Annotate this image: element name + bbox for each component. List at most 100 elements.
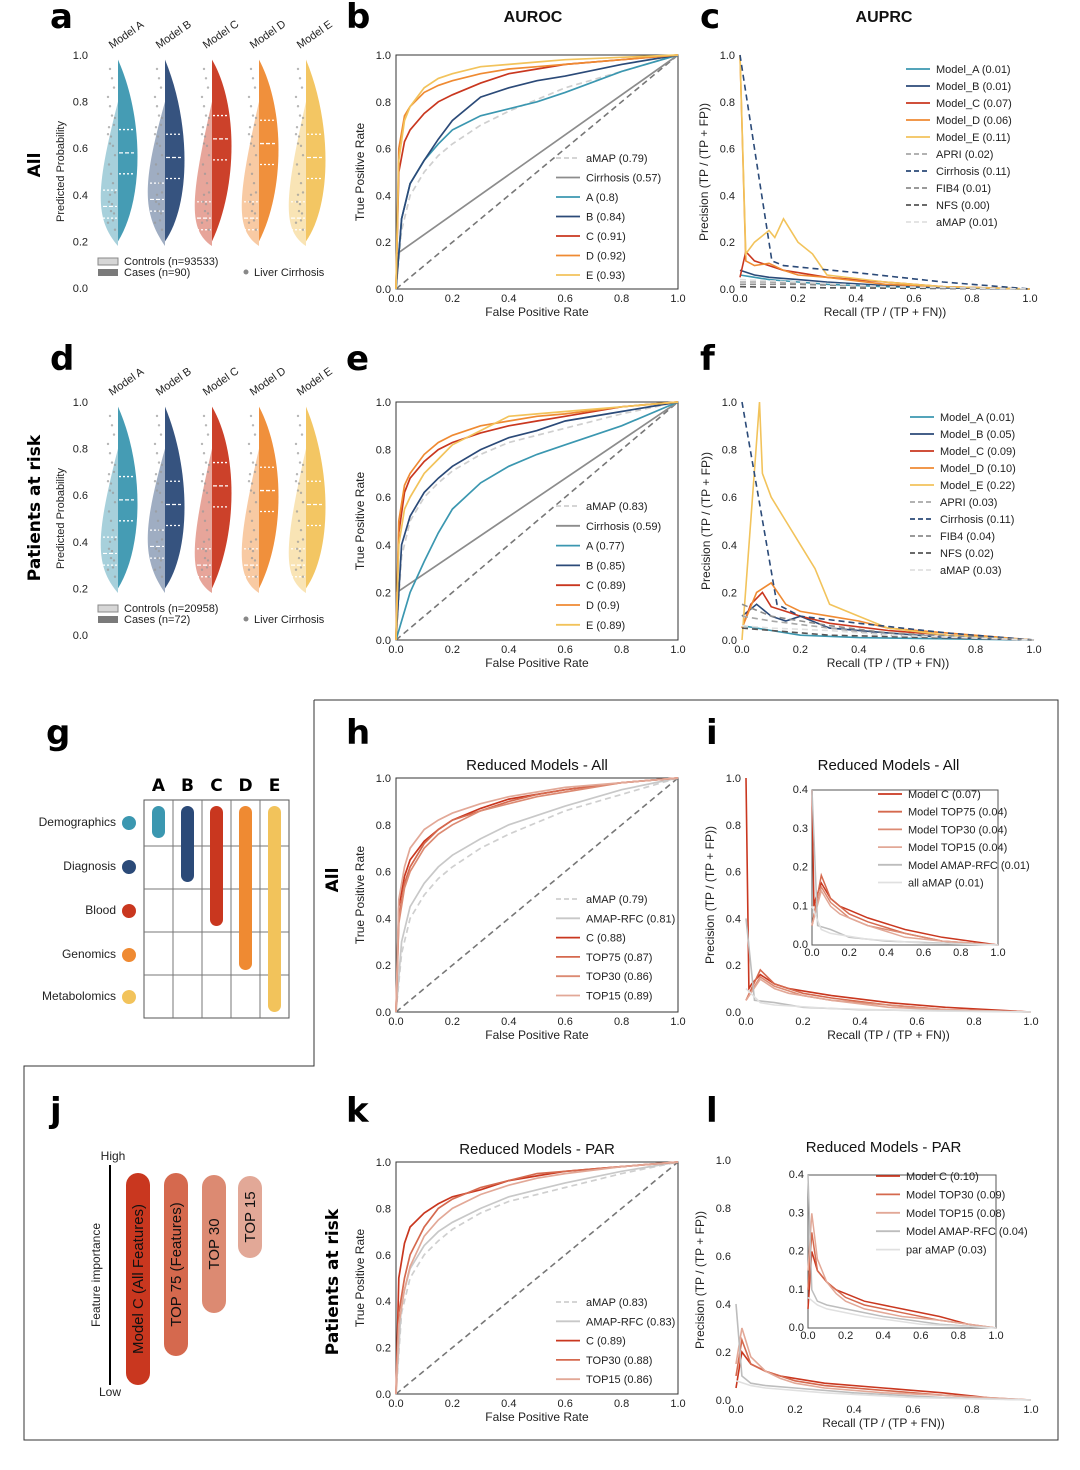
chart-title: Reduced Models - PAR [459, 1141, 615, 1158]
case-point [296, 489, 300, 492]
case-point [201, 473, 205, 476]
case-point [250, 135, 254, 138]
case-point [249, 142, 253, 145]
violin-y-tick: 0.8 [73, 444, 88, 456]
x-tick-label: 0.8 [966, 1016, 981, 1028]
case-point [294, 568, 298, 571]
x-tick-label: 0.4 [851, 644, 866, 656]
y-tick-label: 0.2 [376, 960, 391, 972]
violin-y-tick: 0.4 [73, 537, 88, 549]
y-tick-label: 1.0 [720, 50, 735, 62]
y-tick-label: 0.0 [720, 284, 735, 296]
case-point [154, 547, 158, 550]
inset-y-tick: 0.3 [793, 823, 808, 835]
legend-entry: A (0.77) [586, 541, 625, 553]
series-line [741, 624, 1035, 641]
x-tick-label: 1.0 [670, 1016, 685, 1028]
case-point [295, 163, 299, 166]
case-point [157, 202, 161, 206]
violin-controls-E [288, 448, 306, 594]
case-point [247, 95, 251, 99]
case-point [205, 144, 209, 148]
series-line-e [395, 401, 679, 641]
series-line-b [395, 54, 679, 290]
x-tick-label: 1.0 [1023, 1016, 1038, 1028]
case-point [254, 228, 258, 231]
y-tick-label: 0.0 [376, 284, 391, 296]
y-tick-label: 0.6 [726, 867, 741, 879]
importance-bar-label: TOP 15 [242, 1191, 259, 1242]
case-point [109, 209, 113, 213]
case-point [156, 209, 160, 213]
legend-entry: Cirrhosis (0.11) [936, 166, 1010, 178]
legend-entry: TOP30 (0.88) [586, 1355, 652, 1367]
x-tick-label: 0.8 [614, 1398, 629, 1410]
inset-x-tick: 0.6 [913, 1330, 928, 1342]
case-point [153, 568, 157, 571]
x-tick-label: 0.2 [445, 1398, 460, 1410]
y-axis-label: True Positive Rate [353, 472, 367, 571]
x-tick-label: 0.0 [728, 1404, 743, 1416]
case-point [296, 414, 300, 418]
series-line-top75 [395, 777, 679, 1013]
case-point [300, 433, 304, 436]
case-point [111, 566, 115, 569]
case-point [158, 528, 162, 532]
case-point [202, 414, 206, 418]
violin-controls-E [288, 101, 306, 247]
case-point [201, 163, 205, 166]
case-point [203, 209, 207, 213]
case-point [202, 193, 206, 196]
case-point [207, 228, 211, 231]
case-point [155, 193, 159, 196]
y-tick-label: 0.4 [722, 540, 737, 552]
inset-x-tick: 0.6 [916, 947, 931, 959]
legend-entry: Model_A (0.01) [940, 412, 1015, 424]
plot-frame [395, 54, 679, 290]
y-tick-label: 1.0 [376, 397, 391, 409]
column-title-auprc: AUPRC [856, 9, 913, 26]
case-point [156, 172, 160, 176]
case-point [157, 424, 161, 427]
legend-entry: Cirrhosis (0.11) [940, 514, 1014, 526]
series-line-amap [395, 401, 679, 641]
series-line [741, 591, 1035, 641]
case-point [249, 193, 253, 196]
y-tick-label: 0.0 [716, 1395, 731, 1407]
x-axis-label: False Positive Rate [485, 305, 589, 319]
x-tick-label: 0.2 [793, 644, 808, 656]
case-point [248, 547, 252, 550]
inset-y-tick: 0.2 [793, 862, 808, 874]
case-point [295, 510, 299, 513]
violin-model-label: Model E [295, 365, 335, 398]
violin-y-tick: 0.6 [73, 490, 88, 502]
table-row-label: Metabolomics [42, 989, 116, 1003]
x-tick-label: 0.6 [558, 644, 573, 656]
inset-y-tick: 0.4 [789, 1169, 804, 1181]
series-line [739, 278, 1031, 290]
x-tick-label: 0.2 [445, 644, 460, 656]
importance-axis-label: Feature importance [89, 1223, 103, 1327]
legend-entry: E (0.93) [586, 270, 625, 282]
x-tick-label: 0.4 [846, 1404, 861, 1416]
violin-model-label: Model B [154, 365, 194, 398]
case-point [160, 463, 164, 467]
panel-label-h: h [346, 713, 370, 753]
case-point [204, 114, 208, 117]
case-point [155, 414, 159, 418]
case-point [300, 86, 304, 89]
case-point [206, 123, 210, 127]
case-point [203, 556, 207, 560]
case-point [301, 575, 305, 578]
case-point [110, 424, 114, 427]
case-point [155, 452, 159, 455]
case-point [247, 133, 251, 136]
chart-title: Reduced Models - All [466, 757, 608, 774]
x-tick-label: 0.8 [968, 644, 983, 656]
violin-cases-E [306, 406, 326, 589]
table-row-label: Diagnosis [63, 859, 116, 873]
case-point [107, 163, 111, 166]
x-tick-label: 0.6 [910, 644, 925, 656]
y-tick-label: 0.6 [722, 492, 737, 504]
violin-panel-par: 0.0 0.2 0.4 0.6 0.8 1.0 Predicted Probability M… [55, 365, 335, 642]
